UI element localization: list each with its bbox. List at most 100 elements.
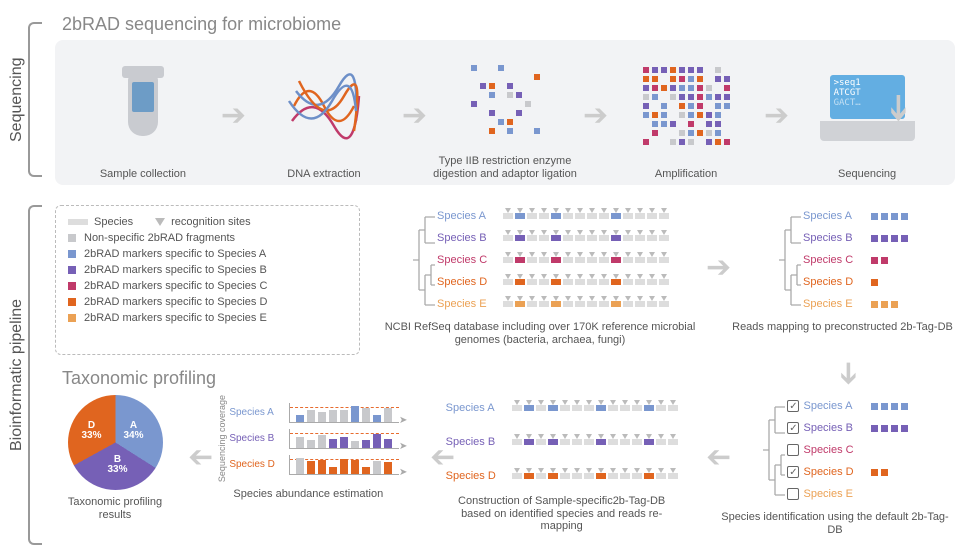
sampledb-row: Species D bbox=[446, 463, 678, 489]
fragment-icon bbox=[647, 213, 657, 219]
fragment-icon bbox=[539, 257, 549, 263]
coverage-bar-icon bbox=[340, 459, 348, 474]
fragment-icon bbox=[623, 301, 633, 307]
fragment-icon bbox=[515, 235, 525, 241]
coverage-bar-icon bbox=[351, 406, 359, 421]
marker-icon bbox=[881, 213, 888, 220]
marker-icon bbox=[881, 257, 888, 264]
fragment-icon bbox=[575, 257, 585, 263]
legend-swatch-icon bbox=[68, 250, 76, 258]
abundance-block: Sequencing coverage Species A➤Species B➤… bbox=[208, 395, 408, 501]
fragment-icon bbox=[539, 301, 549, 307]
legend-item: 2bRAD markers specific to Species D bbox=[68, 296, 347, 308]
coverage-bar-icon bbox=[340, 410, 348, 421]
fragment-icon bbox=[587, 257, 597, 263]
threshold-line-icon bbox=[290, 433, 399, 434]
fragment-icon bbox=[560, 405, 570, 411]
seq-cap-2: Type IIB restriction enzyme digestion an… bbox=[429, 155, 581, 181]
fragments-sparse bbox=[471, 65, 540, 134]
coverage-bar-icon bbox=[362, 467, 370, 474]
fragment-icon bbox=[608, 473, 618, 479]
fragment-icon bbox=[524, 439, 534, 445]
genome-bar bbox=[503, 257, 669, 263]
pie-slice-label: B33% bbox=[108, 455, 128, 475]
legend-species-bar-icon bbox=[68, 219, 88, 225]
coverage-bar-icon bbox=[384, 439, 392, 447]
fragment-icon bbox=[575, 213, 585, 219]
pie-block: A34%B33%D33% Taxonomic profiling results bbox=[55, 395, 175, 521]
species-label: Species C bbox=[803, 254, 863, 266]
fragment-icon bbox=[632, 439, 642, 445]
marker-icon bbox=[871, 301, 878, 308]
pie-slice-label: A34% bbox=[124, 421, 144, 441]
fragment-icon bbox=[668, 439, 678, 445]
legend-triangle-icon bbox=[155, 218, 165, 226]
marker-icon bbox=[881, 469, 888, 476]
species-label: Species D bbox=[437, 276, 497, 288]
pie-chart: A34%B33%D33% bbox=[68, 395, 163, 490]
species-label: Species B bbox=[229, 433, 283, 444]
fragment-icon bbox=[584, 473, 594, 479]
sampledb-row: Species B bbox=[446, 429, 678, 455]
fragment-icon bbox=[584, 405, 594, 411]
legend-text: 2bRAD markers specific to Species A bbox=[84, 248, 266, 260]
tagdb-panel: Species ASpecies BSpecies CSpecies DSpec… bbox=[730, 205, 955, 334]
coverage-bar-icon bbox=[384, 408, 392, 421]
fragment-icon bbox=[539, 279, 549, 285]
marker-icon bbox=[901, 403, 908, 410]
tube-icon bbox=[128, 76, 158, 136]
seq-step-sequencing: >seq1 ATCGT GACT… Sequencing bbox=[791, 50, 943, 181]
fragment-icon bbox=[644, 473, 654, 479]
species-label: Species E bbox=[803, 298, 863, 310]
coverage-plot: ➤ bbox=[289, 455, 399, 475]
marker-row bbox=[871, 257, 888, 264]
fragment-icon bbox=[659, 213, 669, 219]
bracket-bioinfo bbox=[28, 205, 42, 545]
fragment-icon bbox=[551, 257, 561, 263]
marker-icon bbox=[881, 403, 888, 410]
fragment-icon bbox=[599, 279, 609, 285]
fragment-icon bbox=[563, 235, 573, 241]
fragment-icon bbox=[539, 235, 549, 241]
fragment-icon bbox=[611, 279, 621, 285]
fragment-icon bbox=[656, 473, 666, 479]
arrow-icon: ➔ bbox=[581, 98, 610, 133]
coverage-bar-icon bbox=[384, 462, 392, 473]
fragment-icon bbox=[536, 439, 546, 445]
checkbox-icon: ✓ bbox=[787, 466, 799, 478]
seq-section-title: 2bRAD sequencing for microbiome bbox=[62, 14, 341, 35]
bottom-row: A34%B33%D33% Taxonomic profiling results… bbox=[55, 395, 955, 545]
threshold-line-icon bbox=[290, 407, 399, 408]
seq-cap-3: Amplification bbox=[655, 168, 717, 181]
genome-bar bbox=[503, 301, 669, 307]
seq-step-digestion: Type IIB restriction enzyme digestion an… bbox=[429, 50, 581, 181]
refseq-panel: Species ASpecies BSpecies CSpecies DSpec… bbox=[380, 205, 700, 347]
species-label: Species D bbox=[446, 470, 506, 482]
seq-step-dna: DNA extraction bbox=[248, 50, 400, 181]
marker-icon bbox=[871, 425, 878, 432]
fragment-icon bbox=[524, 405, 534, 411]
phylo-row: Species B bbox=[437, 227, 669, 249]
flow-arrow-icon: ➔ bbox=[881, 93, 916, 123]
phylo-row: Species A bbox=[437, 205, 669, 227]
phylo-row: Species A bbox=[803, 205, 908, 227]
genome-bar bbox=[503, 235, 669, 241]
coverage-bar-icon bbox=[373, 415, 381, 422]
fragment-icon bbox=[596, 439, 606, 445]
checkbox-icon bbox=[787, 488, 799, 500]
species-label: Species D bbox=[803, 276, 863, 288]
marker-icon bbox=[881, 301, 888, 308]
fragment-icon bbox=[548, 405, 558, 411]
coverage-bar-icon bbox=[307, 410, 315, 421]
seq-step-sample: Sample collection bbox=[67, 50, 219, 181]
ident-row: ✓Species D bbox=[787, 461, 908, 483]
phylo-row: Species D bbox=[437, 271, 669, 293]
fragment-icon bbox=[587, 301, 597, 307]
coverage-bar-icon bbox=[329, 467, 337, 474]
fragment-icon bbox=[515, 301, 525, 307]
genome-bar bbox=[512, 439, 678, 445]
ident-row: ✓Species B bbox=[787, 417, 908, 439]
marker-icon bbox=[891, 403, 898, 410]
legend-header-right: recognition sites bbox=[171, 216, 251, 228]
marker-icon bbox=[881, 235, 888, 242]
